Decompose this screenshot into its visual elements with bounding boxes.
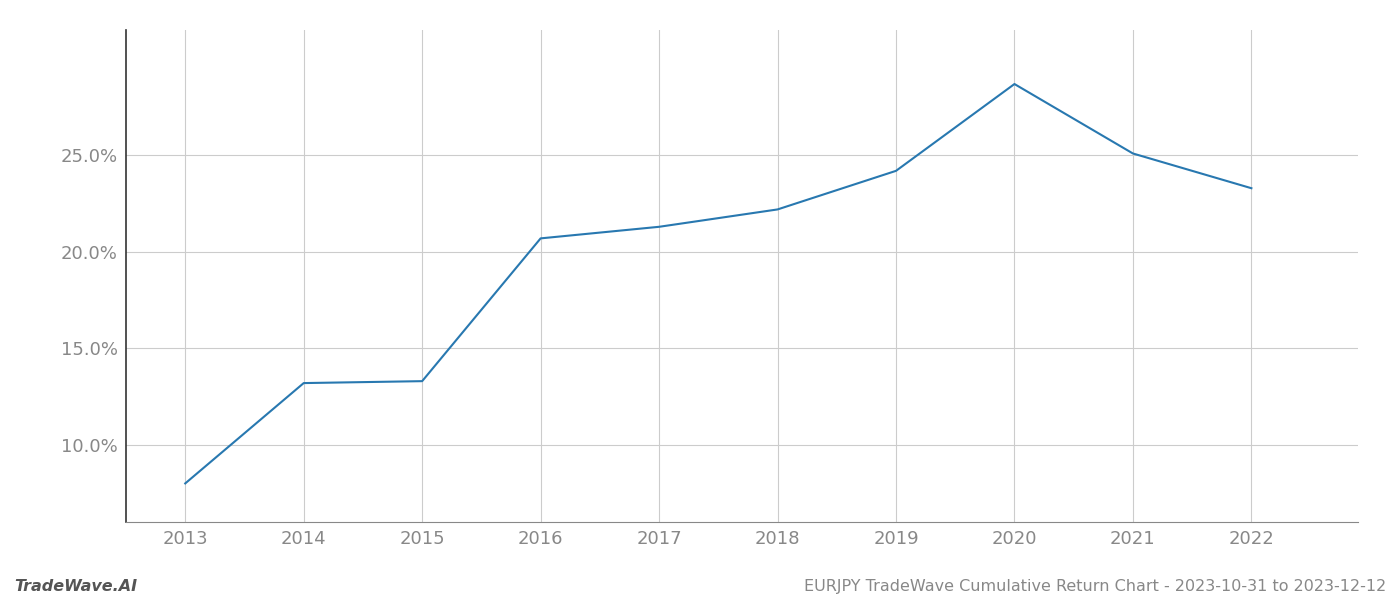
Text: TradeWave.AI: TradeWave.AI — [14, 579, 137, 594]
Text: EURJPY TradeWave Cumulative Return Chart - 2023-10-31 to 2023-12-12: EURJPY TradeWave Cumulative Return Chart… — [804, 579, 1386, 594]
